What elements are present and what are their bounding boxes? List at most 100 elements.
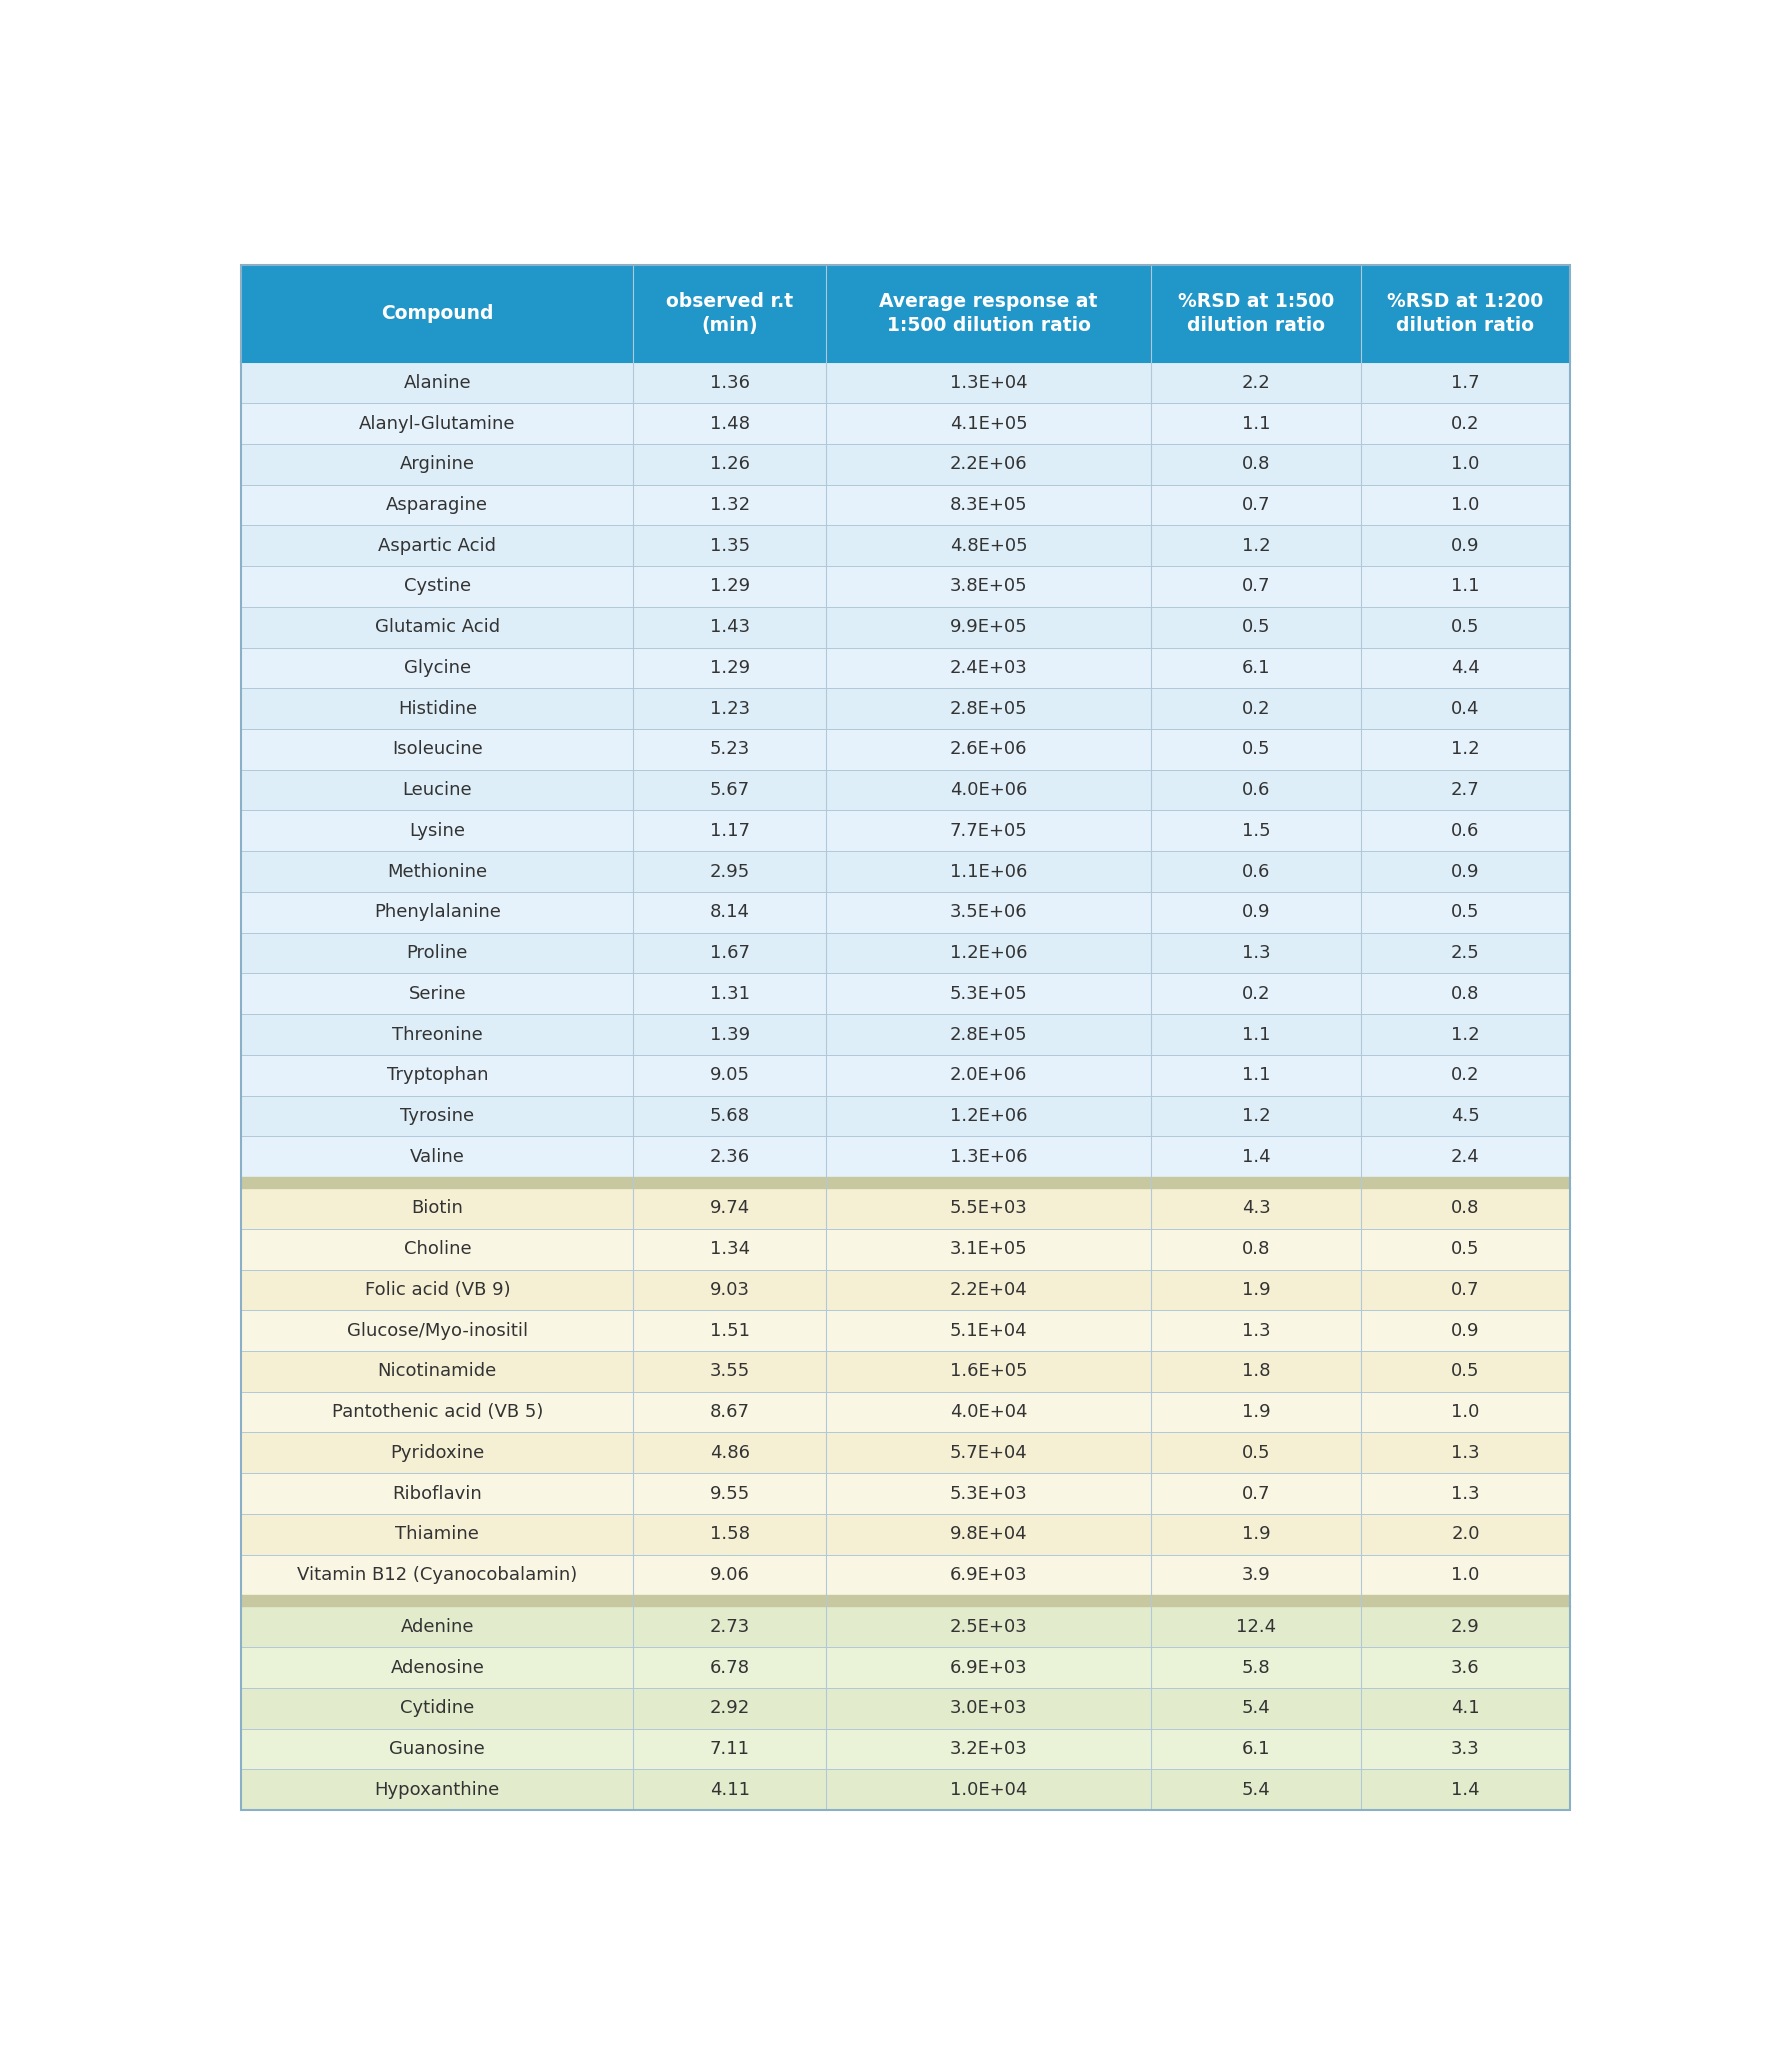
Bar — [1152, 811, 1361, 852]
Text: Compound: Compound — [382, 303, 493, 324]
Bar — [1361, 729, 1569, 770]
Text: 1.1: 1.1 — [1242, 414, 1270, 432]
Text: 4.1: 4.1 — [1451, 1700, 1479, 1718]
Text: 0.8: 0.8 — [1242, 1241, 1270, 1257]
Text: Vitamin B12 (Cyanocobalamin): Vitamin B12 (Cyanocobalamin) — [297, 1567, 578, 1583]
Bar — [633, 852, 825, 893]
Bar — [1152, 1229, 1361, 1270]
Bar — [1361, 932, 1569, 973]
Text: 1.0: 1.0 — [1451, 1567, 1479, 1583]
Bar — [825, 729, 1152, 770]
Bar — [633, 1606, 825, 1647]
Bar — [633, 1513, 825, 1554]
Text: 1.1E+06: 1.1E+06 — [951, 862, 1027, 881]
Bar — [242, 1188, 633, 1229]
Bar — [825, 811, 1152, 852]
Text: 1.6E+05: 1.6E+05 — [951, 1362, 1027, 1380]
Bar — [242, 526, 633, 565]
Bar — [1152, 526, 1361, 565]
Text: 0.6: 0.6 — [1451, 821, 1479, 840]
Bar — [1361, 1014, 1569, 1055]
Bar — [1361, 565, 1569, 606]
Bar — [825, 1096, 1152, 1137]
Bar — [242, 1014, 633, 1055]
Text: 1.7: 1.7 — [1451, 375, 1479, 391]
Text: Nicotinamide: Nicotinamide — [378, 1362, 497, 1380]
Bar — [242, 485, 633, 526]
Text: 0.9: 0.9 — [1451, 1321, 1479, 1339]
Bar — [242, 1270, 633, 1311]
Bar — [1152, 647, 1361, 688]
Text: 6.9E+03: 6.9E+03 — [951, 1659, 1027, 1677]
Text: 2.5: 2.5 — [1451, 944, 1479, 963]
Bar — [1152, 852, 1361, 893]
Bar — [825, 1473, 1152, 1513]
Text: Alanyl-Glutamine: Alanyl-Glutamine — [359, 414, 516, 432]
Bar — [242, 1311, 633, 1352]
Bar — [1152, 1729, 1361, 1769]
Bar — [1361, 1606, 1569, 1647]
Bar — [633, 729, 825, 770]
Bar — [633, 932, 825, 973]
Bar — [825, 526, 1152, 565]
Text: observed r.t
(min): observed r.t (min) — [666, 293, 793, 336]
Text: 5.23: 5.23 — [710, 741, 749, 758]
Text: Folic acid (VB 9): Folic acid (VB 9) — [364, 1280, 511, 1298]
Text: 8.14: 8.14 — [710, 903, 749, 922]
Text: 0.2: 0.2 — [1451, 414, 1479, 432]
Text: 5.7E+04: 5.7E+04 — [949, 1444, 1027, 1462]
Bar — [1361, 852, 1569, 893]
Bar — [242, 1096, 633, 1137]
Text: 1.39: 1.39 — [710, 1026, 749, 1044]
Bar — [1361, 647, 1569, 688]
Bar — [633, 1096, 825, 1137]
Bar — [633, 264, 825, 362]
Bar — [242, 444, 633, 485]
Text: 2.0: 2.0 — [1451, 1526, 1479, 1544]
Text: Riboflavin: Riboflavin — [392, 1485, 482, 1503]
Bar — [1152, 606, 1361, 647]
Bar — [825, 565, 1152, 606]
Bar — [825, 1606, 1152, 1647]
Bar — [242, 973, 633, 1014]
Bar — [242, 1729, 633, 1769]
Text: 3.0E+03: 3.0E+03 — [951, 1700, 1027, 1718]
Text: 7.7E+05: 7.7E+05 — [949, 821, 1027, 840]
Text: 1.36: 1.36 — [710, 375, 749, 391]
Text: %RSD at 1:500
dilution ratio: %RSD at 1:500 dilution ratio — [1179, 293, 1334, 336]
Text: Guanosine: Guanosine — [389, 1741, 486, 1757]
Bar — [825, 1014, 1152, 1055]
Text: 2.7: 2.7 — [1451, 780, 1479, 799]
Text: Leucine: Leucine — [403, 780, 472, 799]
Text: 1.34: 1.34 — [710, 1241, 749, 1257]
Bar — [242, 1688, 633, 1729]
Bar — [242, 893, 633, 932]
Bar — [633, 770, 825, 811]
Text: 1.4: 1.4 — [1242, 1147, 1270, 1165]
Text: 8.3E+05: 8.3E+05 — [951, 496, 1027, 514]
Bar — [1152, 1137, 1361, 1178]
Bar — [633, 565, 825, 606]
Bar — [1152, 893, 1361, 932]
Text: Arginine: Arginine — [399, 455, 475, 473]
Text: Histidine: Histidine — [398, 700, 477, 717]
Text: 1.4: 1.4 — [1451, 1782, 1479, 1798]
Text: 1.3: 1.3 — [1242, 1321, 1270, 1339]
Bar — [242, 688, 633, 729]
Text: 2.73: 2.73 — [710, 1618, 749, 1636]
Bar — [242, 403, 633, 444]
Text: 4.8E+05: 4.8E+05 — [951, 537, 1027, 555]
Text: 1.26: 1.26 — [710, 455, 749, 473]
Bar — [1361, 1393, 1569, 1432]
Text: 1.2E+06: 1.2E+06 — [951, 1108, 1027, 1124]
Bar — [633, 1769, 825, 1810]
Bar — [242, 1432, 633, 1473]
Bar — [633, 485, 825, 526]
Text: 0.6: 0.6 — [1242, 780, 1270, 799]
Text: 6.9E+03: 6.9E+03 — [951, 1567, 1027, 1583]
Bar — [1152, 1769, 1361, 1810]
Text: 1.67: 1.67 — [710, 944, 749, 963]
Bar — [825, 362, 1152, 403]
Text: 1.2: 1.2 — [1451, 741, 1479, 758]
Bar — [825, 1432, 1152, 1473]
